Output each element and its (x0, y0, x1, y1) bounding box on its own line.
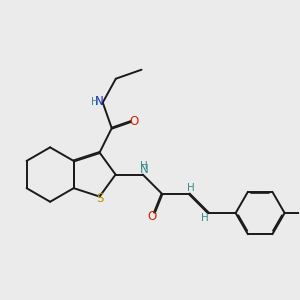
Text: H: H (201, 213, 208, 223)
Text: O: O (148, 210, 157, 223)
Text: H: H (91, 97, 98, 107)
Text: H: H (140, 160, 148, 171)
Text: O: O (130, 115, 139, 128)
Text: N: N (140, 164, 148, 176)
Text: N: N (95, 95, 104, 108)
Text: H: H (187, 184, 195, 194)
Text: S: S (96, 192, 103, 205)
